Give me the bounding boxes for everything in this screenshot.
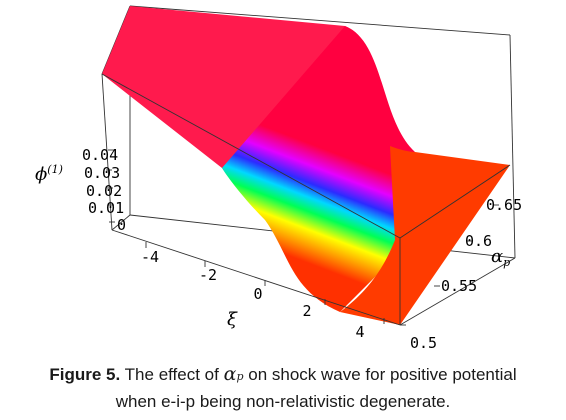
tick-marks xyxy=(106,149,499,326)
alpha-axis-label: αp xyxy=(491,246,510,269)
xi-axis-label: ξ xyxy=(227,309,238,330)
surface-low-plateau xyxy=(340,146,510,325)
surface-plot: 0.04 0.03 0.02 0.01 0 ϕ(1) -4 -2 0 2 4 ξ… xyxy=(35,5,522,352)
z-tick-0.02: 0.02 xyxy=(86,182,122,200)
z-tick-0.04: 0.04 xyxy=(82,146,118,164)
caption-text-before: The effect of xyxy=(124,365,219,384)
figure-caption: Figure 5. The effect of αp on shock wave… xyxy=(0,362,566,414)
alpha-tick-0.5: 0.5 xyxy=(410,334,437,352)
z-tick-0.03: 0.03 xyxy=(84,164,120,182)
bounding-box-front xyxy=(101,73,516,326)
shock-surface xyxy=(102,6,510,325)
caption-text-after: on shock wave for positive potential xyxy=(248,365,517,384)
xi-tick-2: 2 xyxy=(302,302,311,320)
caption-figure-label: Figure 5. xyxy=(49,365,121,384)
figure-panel: 0.04 0.03 0.02 0.01 0 ϕ(1) -4 -2 0 2 4 ξ… xyxy=(35,5,523,352)
caption-symbol: α xyxy=(223,363,237,385)
z-tick-0: 0 xyxy=(117,216,126,234)
xi-tick-4: 4 xyxy=(355,323,364,341)
caption-symbol-sub: p xyxy=(236,370,244,383)
xi-tick--4: -4 xyxy=(141,248,159,266)
alpha-tick-0.65: 0.65 xyxy=(486,196,522,214)
z-axis-label: ϕ(1) xyxy=(35,163,63,185)
xi-tick-0: 0 xyxy=(253,285,262,303)
alpha-tick-0.55: 0.55 xyxy=(441,277,477,295)
alpha-tick-0.6: 0.6 xyxy=(465,232,492,250)
caption-line-1: Figure 5. The effect of αp on shock wave… xyxy=(0,362,566,389)
surface-transition xyxy=(222,26,415,312)
caption-line-2: when e-i-p being non-relativistic degene… xyxy=(115,392,451,411)
z-tick-0.01: 0.01 xyxy=(88,199,124,217)
xi-tick--2: -2 xyxy=(199,266,217,284)
